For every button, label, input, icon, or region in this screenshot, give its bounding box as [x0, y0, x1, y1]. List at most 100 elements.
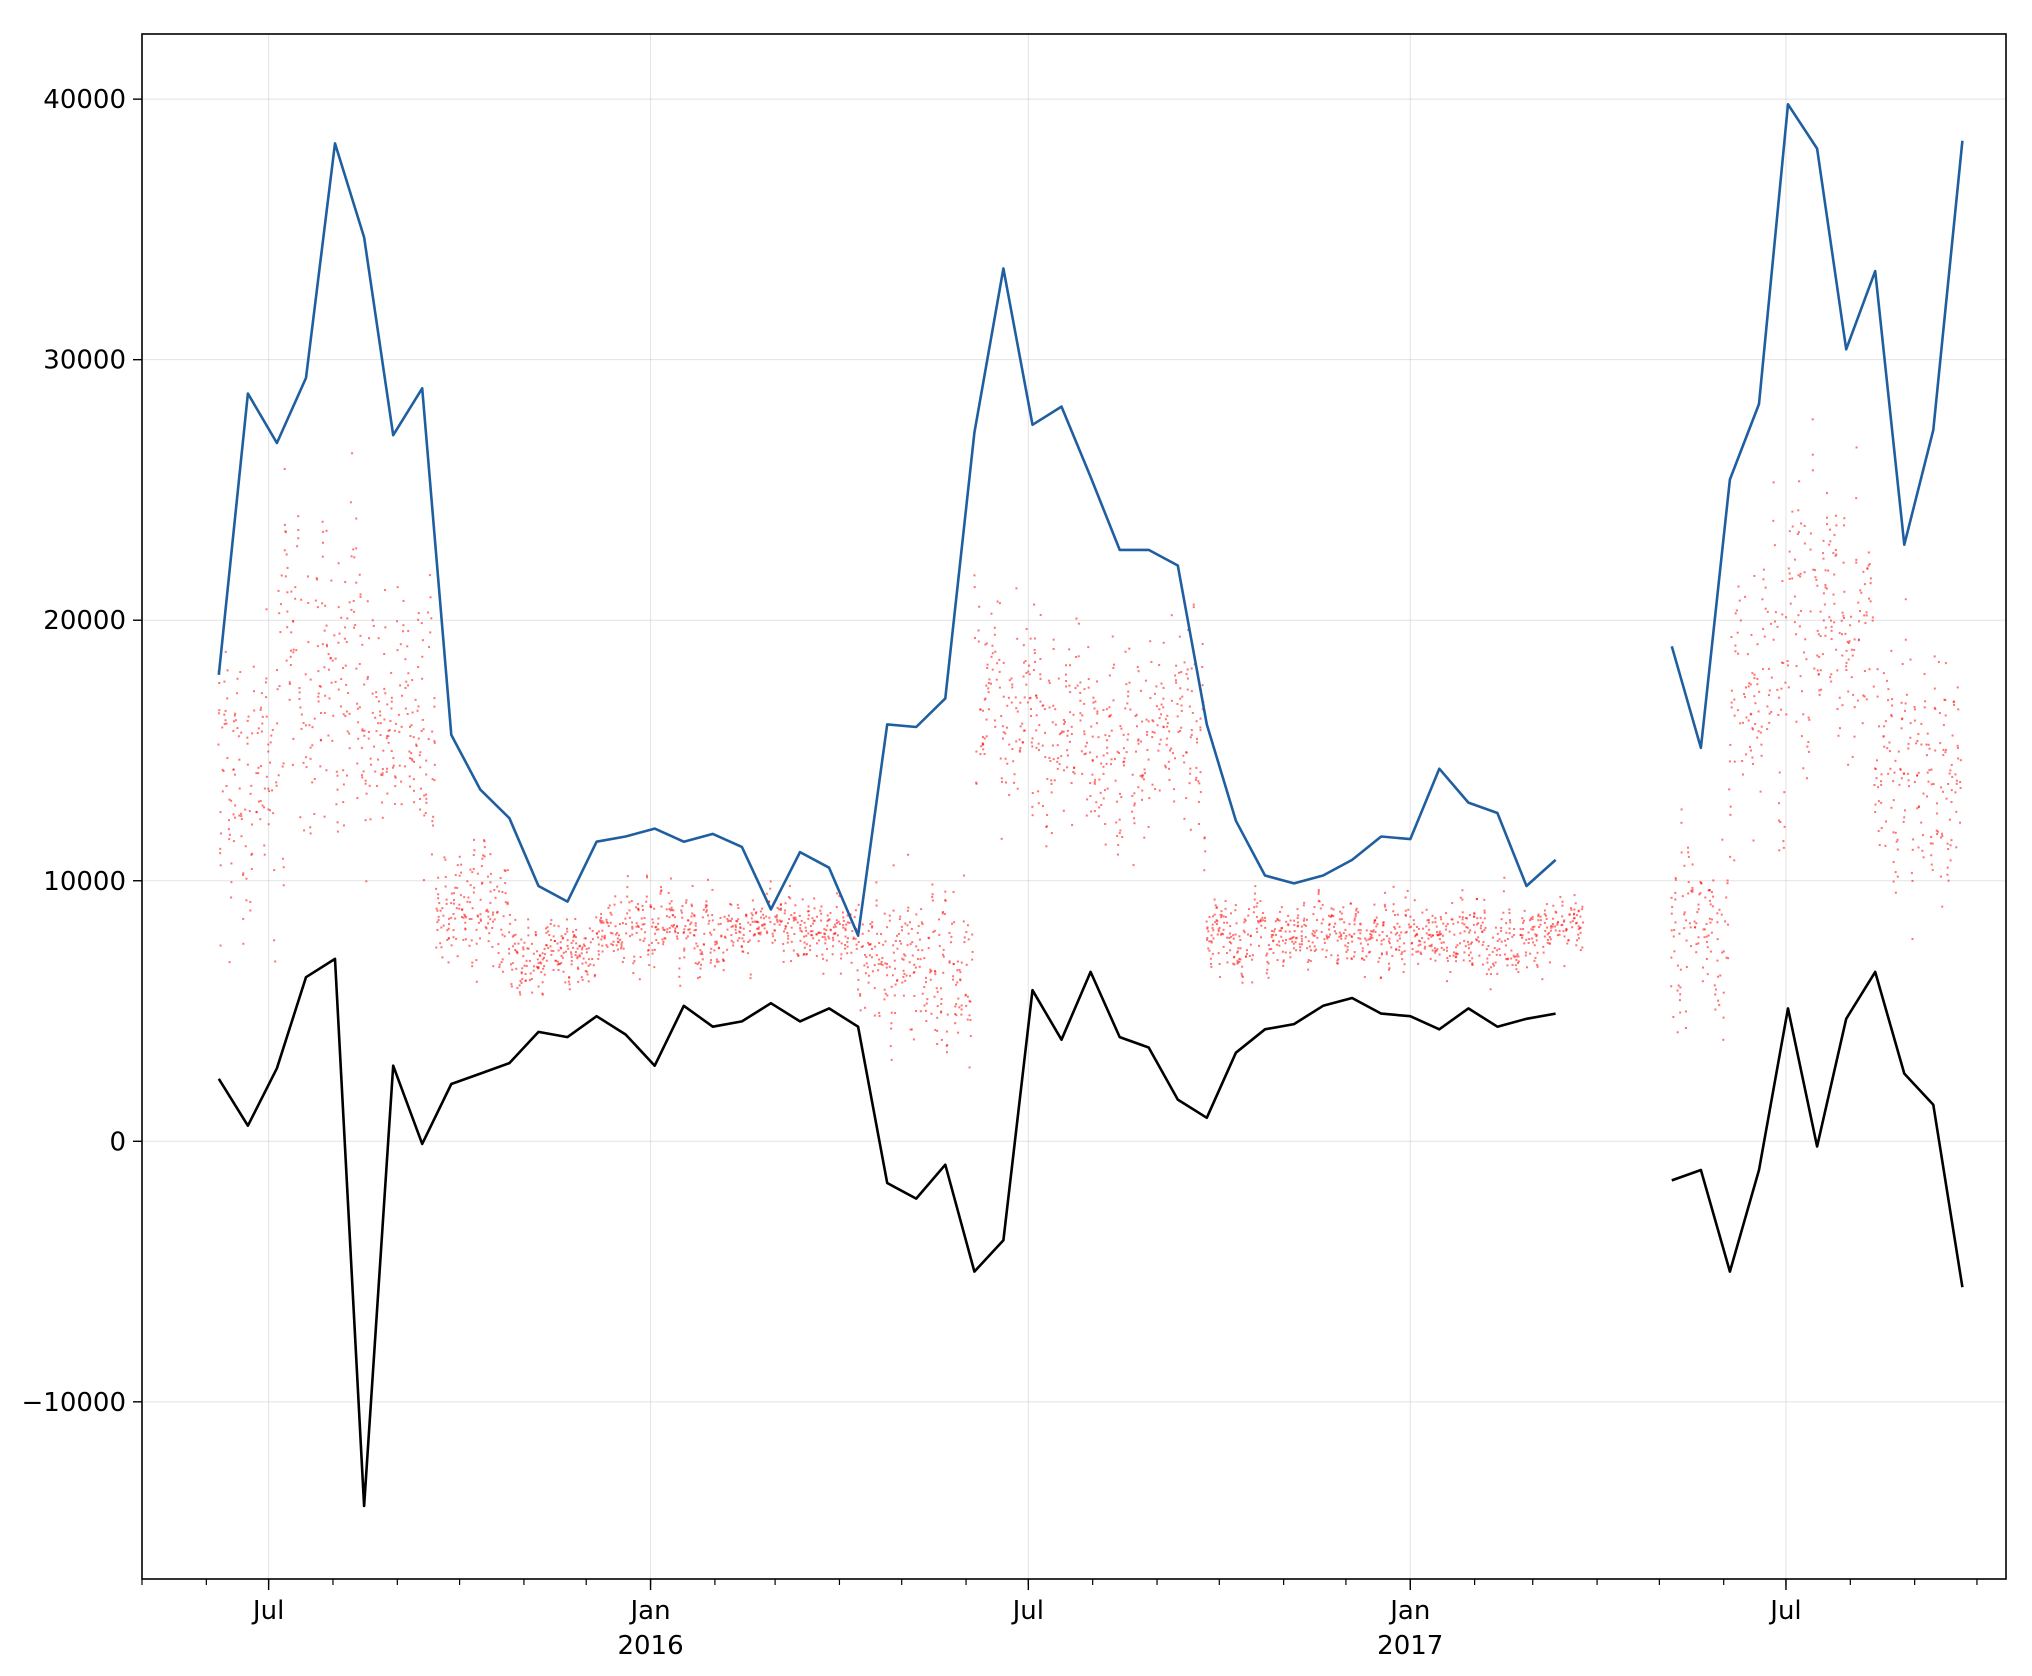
- scatter-point: [1483, 917, 1486, 920]
- scatter-point: [1916, 739, 1919, 742]
- scatter-point: [1581, 946, 1584, 949]
- scatter-point: [835, 892, 838, 895]
- scatter-point: [921, 922, 924, 925]
- scatter-point: [820, 919, 823, 922]
- scatter-point: [1791, 577, 1794, 580]
- scatter-point: [1317, 892, 1320, 895]
- scatter-point: [1833, 573, 1836, 576]
- scatter-point: [441, 956, 444, 959]
- scatter-point: [583, 944, 586, 947]
- scatter-point: [1189, 828, 1192, 831]
- scatter-point: [1733, 714, 1736, 717]
- scatter-point: [1276, 919, 1279, 922]
- scatter-point: [575, 928, 578, 931]
- scatter-point: [501, 933, 504, 936]
- scatter-point: [1825, 587, 1828, 590]
- scatter-point: [396, 586, 399, 589]
- scatter-point: [783, 912, 786, 915]
- scatter-point: [1704, 896, 1707, 899]
- scatter-point: [633, 960, 636, 963]
- scatter-point: [1487, 944, 1490, 947]
- scatter-point: [1764, 607, 1767, 610]
- scatter-point: [952, 975, 955, 978]
- scatter-point: [377, 700, 380, 703]
- scatter-point: [284, 530, 287, 533]
- scatter-point: [338, 632, 341, 635]
- scatter-point: [1072, 771, 1075, 774]
- scatter-point: [1930, 768, 1933, 771]
- scatter-point: [1705, 935, 1708, 938]
- scatter-point: [592, 964, 595, 967]
- scatter-point: [1766, 705, 1769, 708]
- scatter-point: [1183, 817, 1186, 820]
- scatter-point: [1165, 743, 1168, 746]
- scatter-point: [226, 757, 229, 760]
- scatter-point: [1717, 975, 1720, 978]
- scatter-point: [835, 919, 838, 922]
- scatter-point: [349, 501, 352, 504]
- scatter-point: [1434, 959, 1437, 962]
- scatter-point: [1239, 958, 1242, 961]
- scatter-point: [1181, 695, 1184, 698]
- y-tick-label: 10000: [43, 867, 126, 897]
- scatter-point: [1562, 920, 1565, 923]
- scatter-point: [979, 708, 982, 711]
- scatter-point: [381, 774, 384, 777]
- scatter-point: [1028, 664, 1031, 667]
- scatter-point: [1930, 854, 1933, 857]
- scatter-point: [955, 1003, 958, 1006]
- scatter-point: [1056, 744, 1059, 747]
- scatter-point: [1845, 661, 1848, 664]
- scatter-point: [1369, 932, 1372, 935]
- scatter-point: [1180, 704, 1183, 707]
- scatter-point: [1291, 940, 1294, 943]
- scatter-point: [574, 936, 577, 939]
- scatter-point: [1313, 906, 1316, 909]
- scatter-point: [1691, 863, 1694, 866]
- scatter-point: [1083, 702, 1086, 705]
- scatter-point: [1131, 773, 1134, 776]
- scatter-point: [365, 792, 368, 795]
- scatter-point: [526, 947, 529, 950]
- scatter-point: [1037, 790, 1040, 793]
- scatter-point: [1847, 642, 1850, 645]
- scatter-point: [437, 897, 440, 900]
- scatter-point: [380, 773, 383, 776]
- scatter-point: [1264, 916, 1267, 919]
- scatter-point: [472, 891, 475, 894]
- scatter-point: [691, 884, 694, 887]
- scatter-point: [1139, 774, 1142, 777]
- scatter-point: [1068, 684, 1071, 687]
- scatter-point: [761, 924, 764, 927]
- scatter-point: [948, 961, 951, 964]
- scatter-point: [597, 936, 600, 939]
- scatter-point: [1799, 572, 1802, 575]
- scatter-point: [294, 597, 297, 600]
- scatter-point: [438, 902, 441, 905]
- scatter-point: [920, 921, 923, 924]
- scatter-point: [888, 965, 891, 968]
- scatter-point: [615, 944, 618, 947]
- scatter-point: [1500, 918, 1503, 921]
- scatter-point: [786, 922, 789, 925]
- scatter-point: [1502, 911, 1505, 914]
- scatter-point: [523, 964, 526, 967]
- scatter-point: [1334, 922, 1337, 925]
- scatter-point: [1208, 949, 1211, 952]
- scatter-point: [530, 978, 533, 981]
- scatter-point: [368, 784, 371, 787]
- scatter-point: [1933, 706, 1936, 709]
- scatter-point: [1800, 735, 1803, 738]
- scatter-point: [1279, 910, 1282, 913]
- scatter-point: [489, 881, 492, 884]
- scatter-point: [1953, 703, 1956, 706]
- scatter-point: [1904, 598, 1907, 601]
- scatter-point: [996, 600, 999, 603]
- scatter-point: [1838, 632, 1841, 635]
- scatter-point: [1813, 569, 1816, 572]
- scatter-point: [1434, 950, 1437, 953]
- scatter-point: [1687, 851, 1690, 854]
- scatter-point: [428, 574, 431, 577]
- scatter-point: [1131, 794, 1134, 797]
